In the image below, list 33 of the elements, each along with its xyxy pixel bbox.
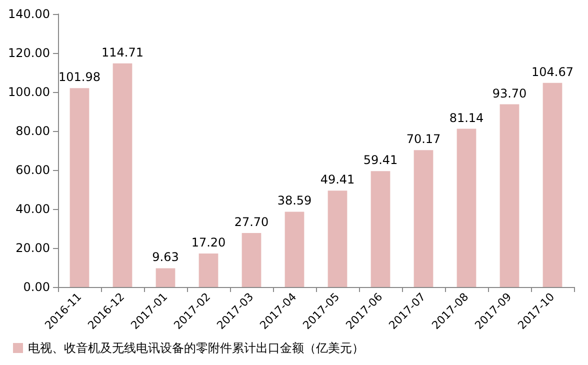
bar [370, 171, 390, 287]
y-tick-label: 120.00 [8, 46, 50, 60]
y-tick-label: 140.00 [8, 7, 50, 21]
data-label: 38.59 [277, 194, 312, 208]
bar [284, 212, 304, 287]
bar [112, 63, 132, 287]
data-label: 101.98 [58, 70, 100, 84]
bar [456, 128, 476, 287]
bar [242, 232, 262, 287]
y-tick-label: 60.00 [16, 163, 50, 177]
bar [414, 150, 434, 287]
bar [156, 268, 176, 287]
y-tick-label: 20.00 [16, 241, 50, 255]
data-label: 59.41 [363, 153, 398, 168]
data-label: 104.67 [532, 64, 574, 79]
y-tick-label: 80.00 [16, 124, 50, 138]
bar [198, 253, 218, 287]
data-label: 27.70 [234, 214, 269, 229]
y-tick-label: 100.00 [8, 85, 50, 99]
bar [328, 190, 348, 287]
data-label: 81.14 [449, 110, 484, 125]
y-tick-label: 0.00 [23, 280, 50, 294]
bar [542, 82, 562, 287]
data-label: 49.41 [320, 172, 355, 187]
bar [70, 88, 90, 287]
data-label: 9.63 [152, 250, 179, 264]
y-tick-label: 40.00 [16, 202, 50, 216]
bar [500, 104, 520, 287]
data-label: 93.70 [492, 86, 527, 100]
data-label: 17.20 [191, 235, 226, 250]
data-label: 70.17 [406, 132, 441, 146]
legend-label: 电视、收音机及无线电讯设备的零附件累计出口金额（亿美元） [28, 341, 364, 355]
data-label: 114.71 [102, 45, 144, 60]
